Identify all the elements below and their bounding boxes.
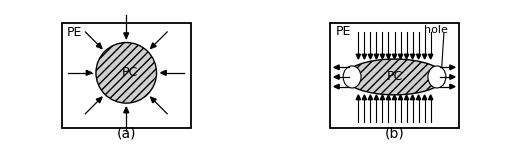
- Polygon shape: [334, 84, 339, 89]
- Ellipse shape: [345, 59, 444, 95]
- Polygon shape: [362, 95, 367, 100]
- Polygon shape: [392, 95, 397, 100]
- Polygon shape: [380, 95, 385, 100]
- Polygon shape: [398, 95, 403, 100]
- Polygon shape: [404, 95, 409, 100]
- Bar: [62, 23, 191, 128]
- Polygon shape: [422, 95, 427, 100]
- Polygon shape: [96, 97, 102, 103]
- Polygon shape: [450, 84, 455, 89]
- Polygon shape: [334, 75, 339, 79]
- Polygon shape: [417, 54, 421, 59]
- Polygon shape: [368, 54, 372, 59]
- Polygon shape: [404, 54, 409, 59]
- Polygon shape: [386, 95, 391, 100]
- Polygon shape: [392, 54, 397, 59]
- Polygon shape: [368, 95, 372, 100]
- Polygon shape: [422, 54, 427, 59]
- Polygon shape: [96, 43, 102, 48]
- Polygon shape: [375, 95, 379, 100]
- Polygon shape: [417, 95, 421, 100]
- Ellipse shape: [343, 66, 361, 88]
- Polygon shape: [150, 43, 156, 48]
- Text: (a): (a): [116, 126, 136, 140]
- Polygon shape: [160, 70, 166, 75]
- Polygon shape: [450, 75, 455, 79]
- Polygon shape: [150, 97, 156, 103]
- Polygon shape: [450, 65, 455, 70]
- Bar: [330, 23, 459, 128]
- Polygon shape: [124, 33, 129, 38]
- Polygon shape: [429, 54, 433, 59]
- Circle shape: [96, 42, 157, 103]
- Polygon shape: [375, 54, 379, 59]
- Polygon shape: [86, 70, 92, 75]
- Text: PC: PC: [122, 66, 138, 79]
- Text: PE: PE: [335, 25, 351, 38]
- Polygon shape: [356, 54, 360, 59]
- Polygon shape: [398, 54, 403, 59]
- Ellipse shape: [428, 66, 446, 88]
- Polygon shape: [429, 95, 433, 100]
- Polygon shape: [356, 95, 360, 100]
- Polygon shape: [410, 95, 414, 100]
- Polygon shape: [410, 54, 414, 59]
- Text: hole: hole: [424, 25, 448, 35]
- Text: PE: PE: [67, 26, 83, 39]
- Polygon shape: [124, 107, 129, 113]
- Polygon shape: [334, 65, 339, 70]
- Text: (b): (b): [385, 126, 404, 140]
- Text: PC: PC: [387, 70, 402, 83]
- Polygon shape: [380, 54, 385, 59]
- Polygon shape: [386, 54, 391, 59]
- Polygon shape: [362, 54, 367, 59]
